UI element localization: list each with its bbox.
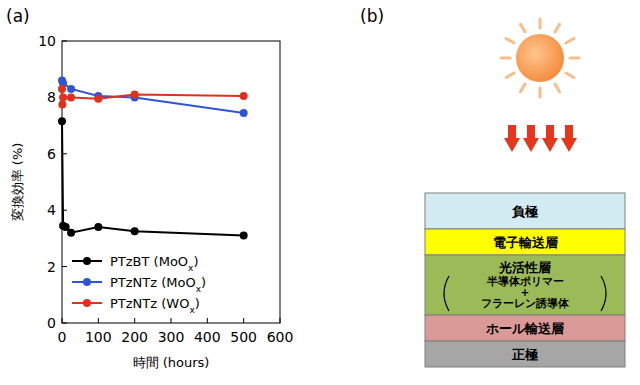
y-tick (62, 41, 67, 42)
sun-ray (555, 84, 560, 92)
light-arrow (561, 125, 577, 152)
layer-label: 負極 (512, 204, 538, 219)
x-tick-label: 200 (121, 329, 148, 345)
y-tick (62, 323, 67, 324)
x-tick-label: 0 (58, 329, 67, 345)
legend-text-part: PTzNTz (MoO (110, 275, 196, 290)
sun-ray (521, 24, 526, 32)
y-tick-label: 4 (47, 202, 56, 218)
sun-ray (539, 88, 542, 97)
series-line (62, 89, 244, 105)
y-axis-label: 変換効率 (%) (10, 143, 25, 222)
x-tick-label: 500 (230, 329, 257, 345)
x-axis-label: 時間 (hours) (133, 355, 210, 370)
data-point (240, 92, 248, 100)
bracket (444, 276, 449, 311)
x-tick (98, 318, 99, 323)
legend-text: PTzNTz (WOx) (110, 296, 200, 315)
legend-marker (83, 257, 91, 265)
x-tick-label: 300 (158, 329, 185, 345)
bracket (601, 276, 606, 311)
layer (425, 341, 625, 367)
legend-text-part: PTzBT (MoO (110, 254, 188, 269)
x-tick (134, 318, 135, 323)
series-line (62, 121, 244, 235)
layer (425, 255, 625, 315)
sun-ray (555, 24, 560, 32)
x-tick-label: 100 (85, 329, 112, 345)
data-point (58, 117, 66, 125)
y-tick (62, 266, 67, 267)
x-tick (171, 318, 172, 323)
sun-ray (521, 84, 526, 92)
data-point (67, 85, 75, 93)
data-point (58, 100, 66, 108)
legend-text-part: ) (195, 296, 200, 311)
panel-label: (a) (6, 6, 30, 26)
sun-disc (516, 34, 564, 82)
y-tick-label: 10 (38, 33, 56, 49)
component-label: フラーレン誘導体 (481, 297, 570, 309)
light-arrow (523, 125, 539, 152)
legend-text: PTzNTz (MoOx) (110, 275, 206, 294)
x-tick (62, 318, 63, 323)
sun-ray (570, 57, 579, 60)
layer-label: 正極 (511, 347, 538, 362)
legend-text-part: ) (193, 254, 198, 269)
x-tick-label: 600 (267, 329, 294, 345)
y-tick-label: 6 (47, 146, 56, 162)
light-arrow (542, 125, 558, 152)
data-point (59, 93, 67, 101)
data-point (131, 227, 139, 235)
plot-frame (62, 41, 280, 323)
layer (425, 229, 625, 255)
legend: PTzBT (MoOx) PTzNTz (MoOx) PTzNTz (WOx) (72, 254, 206, 315)
sun-ray (566, 39, 574, 44)
sun-ray (539, 19, 542, 28)
y-tick-label: 2 (47, 259, 56, 275)
figure: (a)02468100100200300400500600時間 (hours)変… (0, 0, 640, 385)
data-point (94, 95, 102, 103)
plot-data (58, 76, 248, 239)
data-point (94, 223, 102, 231)
layer-label: 電子輸送層 (493, 235, 558, 250)
data-point (58, 85, 66, 93)
legend-marker (83, 278, 91, 286)
x-tick (280, 318, 281, 323)
layer (425, 315, 625, 341)
sun-ray (501, 57, 510, 60)
data-point (240, 109, 248, 117)
y-tick-label: 8 (47, 89, 56, 105)
legend-text: PTzBT (MoOx) (110, 254, 198, 273)
layer (425, 193, 625, 229)
legend-text-part: PTzNTz (WO (110, 296, 189, 311)
sun-ray (566, 73, 574, 78)
data-point (131, 91, 139, 99)
data-point (67, 229, 75, 237)
legend-marker (83, 299, 91, 307)
data-point (240, 232, 248, 240)
panel-label: (b) (360, 6, 384, 26)
x-tick (243, 318, 244, 323)
series-line (62, 80, 244, 112)
data-point (67, 93, 75, 101)
x-tick (207, 318, 208, 323)
legend-text-part: ) (201, 275, 206, 290)
layer-label: 光活性層 (498, 260, 551, 275)
sun-ray (506, 73, 514, 78)
x-tick-label: 400 (194, 329, 221, 345)
sun (501, 19, 579, 97)
layer-label: ホール輸送層 (485, 321, 564, 336)
sun-ray (506, 39, 514, 44)
y-tick-label: 0 (47, 315, 56, 331)
light-arrow (504, 125, 520, 152)
